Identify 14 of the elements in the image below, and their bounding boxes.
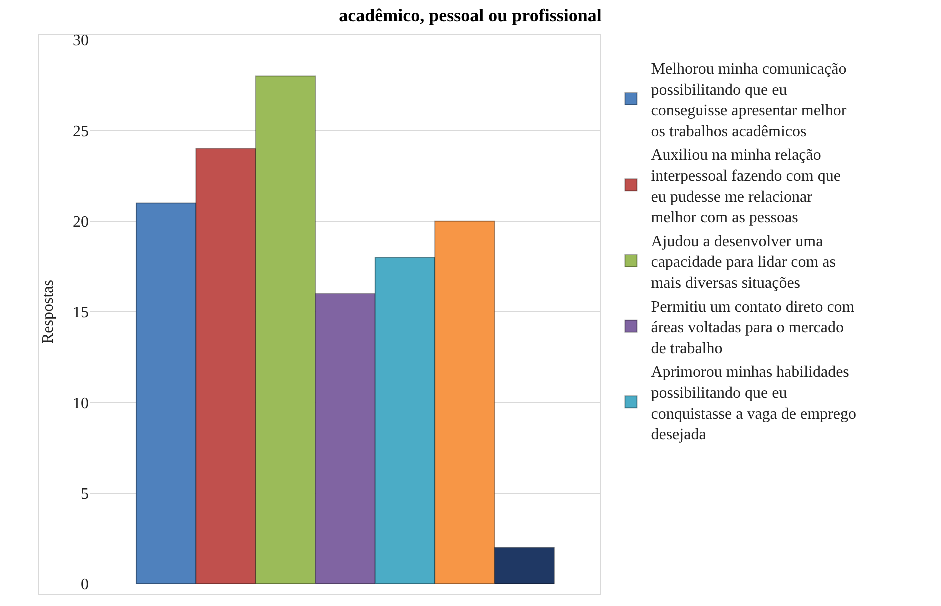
legend-label: Auxiliou na minha relação interpessoal fazendo com que eu pudesse me relacionar melhor com as pessoas	[651, 147, 841, 227]
legend-label: Ajudou a desenvolver uma capacidade para lidar com as mais diversas situações	[651, 233, 836, 292]
y-tick-label: 0	[81, 576, 89, 594]
y-tick-label: 15	[73, 304, 89, 322]
y-tick-label: 10	[73, 395, 89, 412]
legend-label: Aprimorou minhas habilidades possibilitando que eu conquistasse a vaga de emprego desejada	[651, 364, 856, 444]
y-tick-label: 5	[81, 486, 89, 503]
chart-title: acadêmico, pessoal ou profissional	[339, 6, 602, 26]
legend-label: Permitiu um contato direto com áreas voltadas para o mercado de trabalho	[651, 298, 856, 358]
y-tick-label: 30	[73, 32, 89, 50]
y-tick-label: 20	[73, 214, 89, 231]
legend-label: Melhorou minha comunicação possibilitando que eu conseguisse apresentar melhor os trabalhos acadêmicos	[651, 61, 848, 140]
y-tick-label: 25	[73, 123, 89, 140]
y-axis-title: Respostas	[40, 280, 57, 344]
